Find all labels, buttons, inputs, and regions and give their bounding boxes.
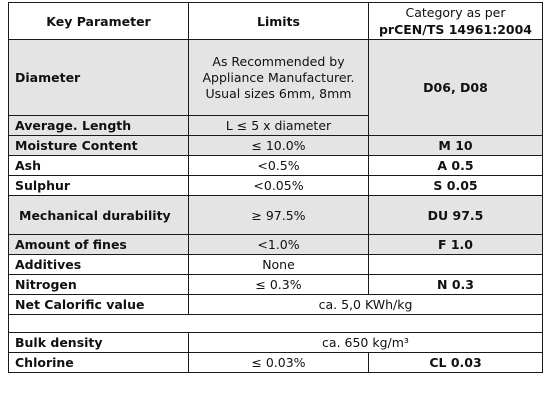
limit-additives: None: [188, 254, 369, 275]
limit-calorific: ca. 5,0 KWh/kg: [188, 294, 543, 315]
limit-mechanical-durability: ≥ 97.5%: [188, 195, 369, 235]
table-spacer-row: [8, 314, 543, 333]
table-row-moisture: Moisture Content ≤ 10.0% M 10: [8, 135, 543, 156]
header-category: Category as per prCEN/TS 14961:2004: [368, 2, 543, 40]
limit-sulphur: <0.05%: [188, 175, 369, 196]
limit-bulk-density: ca. 650 kg/m³: [188, 332, 543, 353]
header-limits: Limits: [188, 2, 369, 40]
table-row-average-length: Average. Length L ≤ 5 x diameter: [8, 115, 543, 136]
limit-ash: <0.5%: [188, 155, 369, 176]
table-row-mechanical-durability: Mechanical durability ≥ 97.5% DU 97.5: [8, 195, 543, 235]
table-row-nitrogen: Nitrogen ≤ 0.3% N 0.3: [8, 274, 543, 295]
spacer-cell: [8, 314, 543, 333]
limit-fines: <1.0%: [188, 234, 369, 255]
limit-average-length: L ≤ 5 x diameter: [188, 115, 369, 136]
header-key-parameter: Key Parameter: [8, 2, 189, 40]
category-additives: [368, 254, 543, 275]
param-calorific: Net Calorific value: [8, 294, 189, 315]
parameter-table-container: Key Parameter Limits Category as per prC…: [8, 2, 543, 373]
limit-chlorine: ≤ 0.03%: [188, 352, 369, 373]
category-fines: F 1.0: [368, 234, 543, 255]
param-diameter: Diameter: [8, 39, 189, 116]
param-sulphur: Sulphur: [8, 175, 189, 196]
table-row-additives: Additives None: [8, 254, 543, 275]
category-nitrogen: N 0.3: [368, 274, 543, 295]
param-bulk-density: Bulk density: [8, 332, 189, 353]
table-row-sulphur: Sulphur <0.05% S 0.05: [8, 175, 543, 196]
table-row-calorific: Net Calorific value ca. 5,0 KWh/kg: [8, 294, 543, 315]
table-row-bulk-density: Bulk density ca. 650 kg/m³: [8, 332, 543, 353]
table-row-diameter: Diameter As Recommended by Appliance Man…: [8, 39, 543, 136]
param-additives: Additives: [8, 254, 189, 275]
table-header-row: Key Parameter Limits Category as per prC…: [8, 2, 543, 40]
table-row-chlorine: Chlorine ≤ 0.03% CL 0.03: [8, 352, 543, 373]
category-mechanical-durability: DU 97.5: [368, 195, 543, 235]
limit-diameter: As Recommended by Appliance Manufacturer…: [188, 39, 369, 116]
category-diameter: D06, D08: [368, 39, 543, 136]
category-moisture: M 10: [368, 135, 543, 156]
param-fines: Amount of fines: [8, 234, 189, 255]
category-ash: A 0.5: [368, 155, 543, 176]
category-sulphur: S 0.05: [368, 175, 543, 196]
table-row-fines: Amount of fines <1.0% F 1.0: [8, 234, 543, 255]
limit-nitrogen: ≤ 0.3%: [188, 274, 369, 295]
limit-moisture: ≤ 10.0%: [188, 135, 369, 156]
table-row-ash: Ash <0.5% A 0.5: [8, 155, 543, 176]
header-category-line2: prCEN/TS 14961:2004: [378, 22, 532, 37]
param-average-length: Average. Length: [8, 115, 189, 136]
param-ash: Ash: [8, 155, 189, 176]
param-mechanical-durability: Mechanical durability: [8, 195, 189, 235]
key-parameter-table: Key Parameter Limits Category as per prC…: [8, 2, 543, 373]
category-chlorine: CL 0.03: [368, 352, 543, 373]
param-chlorine: Chlorine: [8, 352, 189, 373]
param-nitrogen: Nitrogen: [8, 274, 189, 295]
param-moisture: Moisture Content: [8, 135, 189, 156]
header-category-line1: Category as per: [405, 5, 506, 20]
